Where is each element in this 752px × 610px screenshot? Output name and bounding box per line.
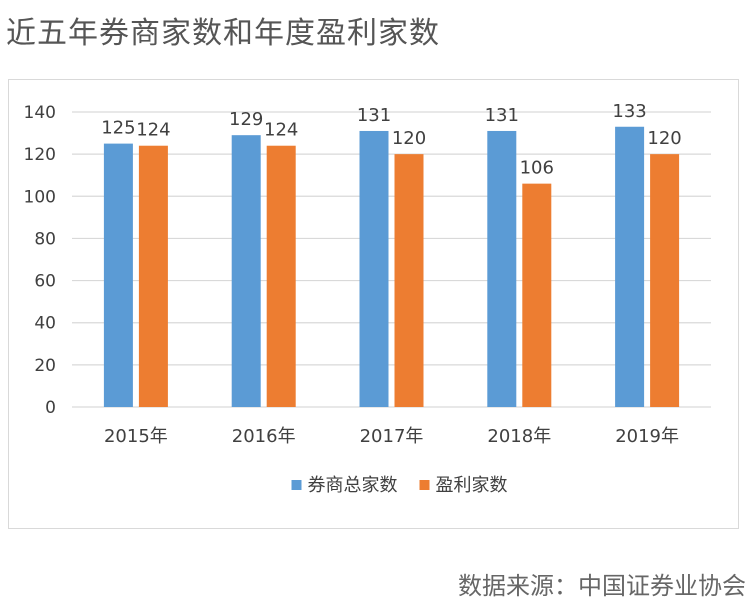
chart-frame bbox=[8, 79, 739, 529]
legend-label-series-1: 券商总家数 bbox=[308, 475, 398, 496]
y-tick-label: 100 bbox=[24, 187, 56, 207]
chart-title: 近五年券商家数和年度盈利家数 bbox=[6, 16, 440, 51]
y-tick-label: 40 bbox=[34, 314, 56, 334]
data-label-series-2-4: 106 bbox=[520, 158, 554, 179]
data-label-series-2-5: 120 bbox=[647, 128, 681, 149]
y-axis-ticks: 0 20 40 60 80 100 120 140 bbox=[24, 103, 56, 418]
bar-series-1-1 bbox=[103, 143, 133, 407]
x-tick-label: 2019年 bbox=[615, 426, 679, 447]
data-label-series-1-1: 125 bbox=[101, 118, 135, 139]
y-tick-label: 80 bbox=[34, 229, 56, 249]
data-label-series-1-5: 133 bbox=[612, 101, 646, 122]
data-label-series-1-4: 131 bbox=[485, 105, 519, 126]
legend-swatch-series-1 bbox=[291, 480, 302, 490]
bar-series-1-3 bbox=[359, 130, 389, 407]
y-tick-label: 0 bbox=[45, 398, 56, 418]
gridlines bbox=[72, 111, 711, 408]
legend-swatch-series-2 bbox=[419, 480, 430, 490]
x-tick-label: 2018年 bbox=[487, 426, 551, 447]
legend: 券商总家数 盈利家数 bbox=[291, 475, 508, 496]
bar-series-2-4 bbox=[522, 183, 552, 407]
bar-series-2-3 bbox=[394, 154, 424, 407]
y-tick-label: 20 bbox=[34, 356, 56, 376]
data-label-series-1-3: 131 bbox=[357, 105, 391, 126]
x-tick-label: 2015年 bbox=[104, 426, 168, 447]
data-label-series-2-2: 124 bbox=[264, 120, 298, 141]
bars bbox=[103, 126, 680, 407]
x-axis-ticks: 2015年 2016年 2017年 2018年 2019年 bbox=[104, 426, 679, 447]
legend-label-series-2: 盈利家数 bbox=[436, 475, 508, 496]
y-tick-label: 60 bbox=[34, 272, 56, 292]
bar-series-1-2 bbox=[231, 135, 261, 407]
bar-series-1-4 bbox=[487, 130, 517, 407]
bar-series-2-1 bbox=[138, 145, 168, 407]
data-source-note: 数据来源：中国证券业协会 bbox=[458, 572, 746, 600]
x-tick-label: 2017年 bbox=[360, 426, 424, 447]
data-label-series-2-3: 120 bbox=[392, 128, 426, 149]
bar-series-2-5 bbox=[650, 154, 680, 407]
bar-series-2-2 bbox=[266, 145, 296, 407]
y-tick-label: 120 bbox=[24, 145, 56, 165]
y-tick-label: 140 bbox=[24, 103, 56, 123]
bar-series-1-5 bbox=[615, 126, 645, 407]
data-label-series-2-1: 124 bbox=[136, 120, 170, 141]
data-label-series-1-2: 129 bbox=[229, 109, 263, 130]
x-tick-label: 2016年 bbox=[232, 426, 296, 447]
